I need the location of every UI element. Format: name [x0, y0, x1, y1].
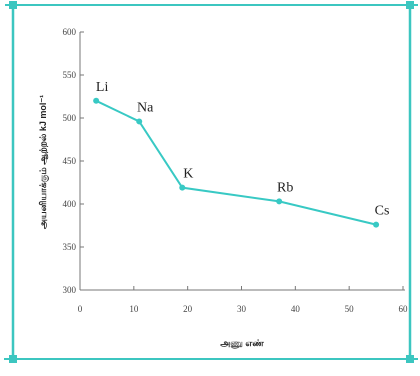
data-point-na [136, 118, 143, 125]
x-axis-title: அணு எண் [220, 338, 264, 349]
x-tick-label: 20 [183, 304, 193, 314]
frame-corner-mark-br [406, 355, 414, 363]
axis-ticks: 300 350 400 450 500 550 600 0 10 20 30 40 50 60 [63, 27, 409, 314]
x-tick-label: 30 [237, 304, 247, 314]
y-tick-label: 600 [63, 27, 77, 37]
frame-corner-mark-bl [9, 355, 17, 363]
data-point-k [179, 184, 186, 191]
point-label-rb: Rb [277, 180, 293, 195]
y-tick-label: 500 [63, 113, 77, 123]
y-tick-label: 550 [63, 70, 77, 80]
data-point-rb [276, 198, 283, 205]
y-tick-label: 350 [63, 242, 77, 252]
point-label-k: K [183, 167, 193, 182]
point-label-na: Na [137, 100, 154, 115]
series-group: Li Na K Rb Cs [93, 80, 389, 228]
x-tick-label: 10 [129, 304, 139, 314]
frame-corner-mark-tr [406, 1, 414, 9]
x-tick-label: 50 [345, 304, 355, 314]
point-label-li: Li [96, 80, 109, 95]
x-tick-label: 40 [291, 304, 301, 314]
y-tick-label: 450 [63, 156, 77, 166]
point-label-cs: Cs [375, 204, 390, 219]
data-point-li [93, 97, 100, 104]
y-axis-title: அயனியாக்கும் ஆற்றல் kJ mol⁻¹ [38, 95, 50, 229]
y-tick-label: 400 [63, 199, 77, 209]
frame-corner-mark-tl [9, 1, 17, 9]
x-tick-label: 60 [399, 304, 409, 314]
x-tick-label: 0 [78, 304, 83, 314]
data-point-cs [373, 221, 380, 228]
y-tick-label: 300 [63, 285, 77, 295]
